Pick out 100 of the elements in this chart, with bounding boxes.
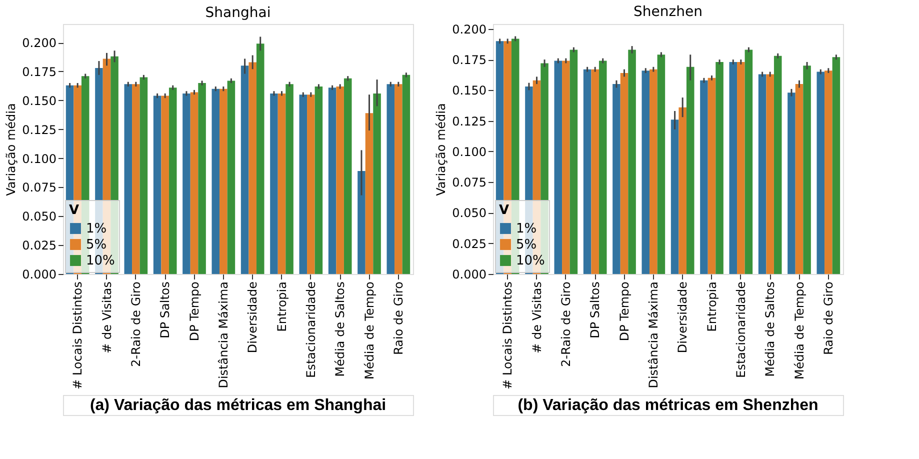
bar (816, 72, 825, 274)
bar (278, 93, 286, 274)
y-axis-title: Variação média (434, 103, 448, 196)
bar (650, 69, 658, 274)
x-tick-label: # de Visitas (530, 282, 544, 354)
bar (686, 66, 694, 274)
bar (766, 74, 774, 274)
x-tick-label: # Locais Distintos (70, 282, 85, 390)
bar (373, 93, 381, 274)
bar (795, 84, 804, 274)
y-tick-label: 0.125 (452, 114, 486, 128)
x-tick-label: Diversidade (246, 282, 260, 354)
bar (803, 66, 811, 274)
bar (591, 69, 599, 274)
x-tick-label: 2-Raio de Giro (558, 282, 573, 367)
y-tick-label: 0.000 (452, 268, 486, 282)
y-tick-label: 0.175 (22, 64, 56, 79)
bar (583, 69, 592, 274)
x-tick-label: DP Saltos (158, 282, 172, 338)
bar (612, 84, 620, 274)
y-tick-label: 0.025 (452, 236, 486, 251)
bar (657, 54, 666, 274)
x-tick-label: Distância Máxima (646, 282, 660, 388)
bar (314, 86, 323, 274)
bar (256, 44, 264, 274)
bar (737, 62, 745, 274)
x-tick-label: Raio de Giro (391, 282, 406, 355)
y-tick-label: 0.200 (22, 36, 56, 50)
y-tick-label: 0.150 (452, 84, 486, 98)
bar (336, 86, 344, 274)
x-tick-label: # Locais Distintos (500, 282, 515, 390)
bar (758, 74, 766, 274)
x-tick-label: DP Tempo (617, 282, 632, 342)
bar (190, 92, 198, 274)
y-tick-label: 0.000 (22, 268, 56, 282)
bar (358, 170, 366, 274)
x-tick-label: Diversidade (676, 282, 690, 354)
bar (402, 74, 410, 274)
y-tick-label: 0.175 (452, 53, 486, 68)
legend-label: 5% (516, 238, 537, 252)
bar (161, 96, 169, 274)
y-tick-label: 0.150 (22, 94, 56, 108)
bar (365, 113, 374, 274)
y-axis-title: Variação média (4, 103, 18, 196)
bar (562, 60, 570, 274)
bar (153, 96, 162, 274)
bar (788, 92, 796, 274)
y-tick-label: 0.050 (452, 206, 486, 220)
bar (700, 80, 708, 274)
bar (708, 78, 716, 274)
legend-title: V (499, 203, 510, 218)
bar (198, 83, 206, 274)
bar (678, 107, 686, 274)
bar (328, 88, 336, 274)
x-tick-label: Distância Máxima (216, 282, 230, 388)
bar (642, 70, 650, 274)
x-tick-label: Entropia (274, 282, 289, 332)
y-tick-label: 0.050 (22, 210, 56, 224)
y-tick-label: 0.025 (22, 238, 56, 253)
bar (386, 84, 395, 274)
y-tick-label: 0.075 (452, 176, 486, 190)
bar (620, 73, 628, 274)
y-tick-label: 0.200 (452, 22, 486, 36)
x-tick-label: Estacionaridade (304, 282, 318, 378)
legend-label: 5% (86, 238, 107, 252)
bar (394, 84, 402, 274)
y-tick-label: 0.075 (22, 180, 56, 195)
bar (670, 120, 679, 274)
bar (598, 60, 607, 274)
legend-label: 1% (86, 222, 107, 236)
y-tick-label: 0.125 (22, 122, 56, 137)
x-tick-label: Raio de Giro (821, 282, 836, 355)
bar (716, 62, 724, 274)
text: (b) Variação das métricas em Shenzhen (518, 397, 818, 414)
x-tick-label: DP Saltos (588, 282, 602, 338)
bar (832, 57, 840, 274)
bar (182, 93, 190, 274)
bar (628, 50, 636, 274)
x-tick-label: Média de Saltos (333, 282, 348, 377)
x-tick-label: Entropia (704, 282, 719, 332)
bar (554, 60, 562, 274)
bar (344, 78, 352, 274)
legend-label: 10% (516, 254, 545, 268)
bar (270, 93, 278, 274)
bar (299, 94, 308, 274)
bar (212, 88, 220, 274)
chart-title: Shanghai (205, 5, 271, 21)
bar (774, 56, 782, 274)
legend-title: V (69, 203, 80, 218)
x-tick-label: Média de Tempo (792, 282, 806, 380)
bar (824, 70, 832, 274)
x-tick-label: # de Visitas (100, 282, 114, 354)
bar (132, 84, 140, 274)
bar (124, 84, 132, 274)
bar (220, 88, 228, 274)
bar (140, 77, 148, 274)
bar (248, 62, 256, 274)
bar (307, 94, 315, 274)
bar (570, 50, 578, 274)
x-tick-label: Média de Tempo (362, 282, 376, 380)
